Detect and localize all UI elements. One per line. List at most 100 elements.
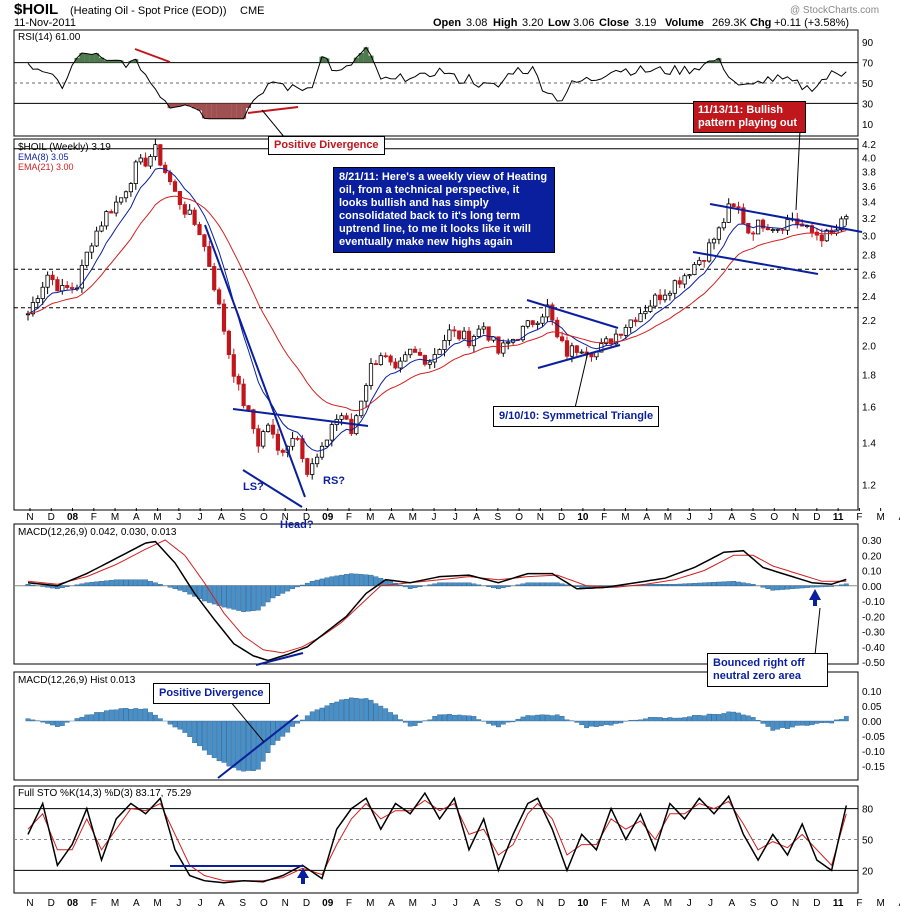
histogram-bar xyxy=(589,721,593,726)
macd-y-tick: 0.20 xyxy=(862,551,882,562)
macd-hist-bar xyxy=(320,579,324,586)
macd-hist-bar xyxy=(516,585,520,586)
macd-hist-bar xyxy=(722,582,726,586)
price-candle-body xyxy=(472,336,475,345)
histogram-bar xyxy=(800,721,804,725)
histogram-bar xyxy=(398,720,402,721)
histogram-bar xyxy=(776,721,780,729)
histogram-bar xyxy=(354,698,358,721)
x-tick-label: F xyxy=(346,512,352,523)
macd-hist-bar xyxy=(442,583,446,586)
price-candle-body xyxy=(306,459,309,475)
macd-hist-bar xyxy=(139,580,143,586)
x-tick-label: N xyxy=(282,898,289,909)
macd-y-tick: -0.10 xyxy=(862,597,885,608)
histogram-bar xyxy=(815,721,819,723)
histogram-bar xyxy=(384,709,388,721)
price-candle-body xyxy=(673,281,676,294)
price-y-tick: 2.6 xyxy=(862,270,876,281)
histogram-bar xyxy=(834,720,838,721)
price-candle-body xyxy=(330,425,333,440)
histogram-bar xyxy=(609,721,613,725)
price-candle-body xyxy=(438,350,441,355)
histogram-bar xyxy=(638,720,642,721)
macd-hist-bar xyxy=(31,585,35,586)
price-candle-body xyxy=(100,226,103,231)
macd-hist-bar xyxy=(727,581,731,585)
price-candle-body xyxy=(271,425,274,434)
histogram-bar xyxy=(702,716,706,721)
price-candle-body xyxy=(756,220,759,234)
macd-hist-bar xyxy=(143,580,147,586)
volume-value: 269.3K xyxy=(712,17,748,29)
stochastic-k-line xyxy=(28,793,846,883)
histogram-bar xyxy=(295,721,299,723)
histogram-bar xyxy=(388,712,392,721)
price-candle-body xyxy=(732,204,735,207)
price-candle-body xyxy=(565,341,568,357)
low-label: Low xyxy=(548,17,570,29)
histogram-bar xyxy=(682,717,686,721)
macd-hist-bar xyxy=(477,585,481,586)
price-candle-body xyxy=(629,320,632,328)
price-candle-body xyxy=(154,145,157,157)
macd-hist-bar xyxy=(202,586,206,601)
price-candle-body xyxy=(693,264,696,274)
histogram-bar xyxy=(727,712,731,721)
price-candle-body xyxy=(320,446,323,457)
x-tick-label: M xyxy=(621,512,629,523)
ohlc-summary: Open 3.08 High 3.20 Low 3.06 Close 3.19 … xyxy=(433,17,849,29)
histogram-bar xyxy=(594,721,598,727)
histogram-bar xyxy=(90,715,94,721)
rsi-oversold-fill xyxy=(217,103,222,118)
histogram-bar xyxy=(790,721,794,727)
histogram-bar xyxy=(491,721,495,725)
histogram-bar xyxy=(785,721,789,729)
x-tick-label: D xyxy=(558,898,565,909)
price-candle-body xyxy=(173,182,176,192)
histogram-bar xyxy=(535,715,539,721)
x-tick-label: J xyxy=(432,898,437,909)
price-candle-body xyxy=(350,419,353,433)
histogram-label: MACD(12,26,9) Hist 0.013 xyxy=(18,675,136,686)
histogram-bar xyxy=(232,721,236,768)
histogram-bar xyxy=(565,720,569,721)
macd-hist-bar xyxy=(780,586,784,590)
macd-hist-bar xyxy=(354,574,358,586)
x-tick-label: M xyxy=(876,512,884,523)
histogram-bar xyxy=(653,717,657,721)
macd-hist-bar xyxy=(256,586,260,610)
macd-hist-bar xyxy=(829,586,833,587)
histogram-bar xyxy=(305,716,309,721)
x-tick-label: M xyxy=(664,898,672,909)
macd-hist-bar xyxy=(673,584,677,586)
price-candle-body xyxy=(507,342,510,343)
price-y-tick: 1.4 xyxy=(862,439,876,450)
macd-hist-bar xyxy=(785,586,789,589)
rsi-y-tick: 50 xyxy=(862,79,874,90)
macd-hist-bar xyxy=(815,586,819,587)
macd-hist-bar xyxy=(94,582,98,586)
histogram-bar xyxy=(555,715,559,721)
macd-hist-bar xyxy=(496,586,500,589)
histogram-bar xyxy=(648,717,652,721)
macd-hist-bar xyxy=(398,585,402,586)
histogram-bar xyxy=(246,721,250,771)
macd-hist-bar xyxy=(315,580,319,586)
price-candle-body xyxy=(36,299,39,303)
rsi-overbought-fill xyxy=(84,54,89,63)
rsi-oversold-fill xyxy=(241,103,246,118)
x-tick-label: M xyxy=(153,898,161,909)
price-y-tick: 3.8 xyxy=(862,167,876,178)
macd-hist-bar xyxy=(408,586,412,589)
x-tick-label: J xyxy=(198,512,203,523)
macd-hist-bar xyxy=(178,586,182,591)
macd-hist-bar xyxy=(531,583,535,586)
macd-hist-bar xyxy=(80,584,84,586)
price-candle-body xyxy=(266,425,269,431)
price-candle-body xyxy=(360,401,363,416)
hist-y-tick: 0.00 xyxy=(862,717,882,728)
price-candle-body xyxy=(276,434,279,450)
histogram-bar xyxy=(300,720,304,721)
price-y-tick: 1.6 xyxy=(862,402,876,413)
